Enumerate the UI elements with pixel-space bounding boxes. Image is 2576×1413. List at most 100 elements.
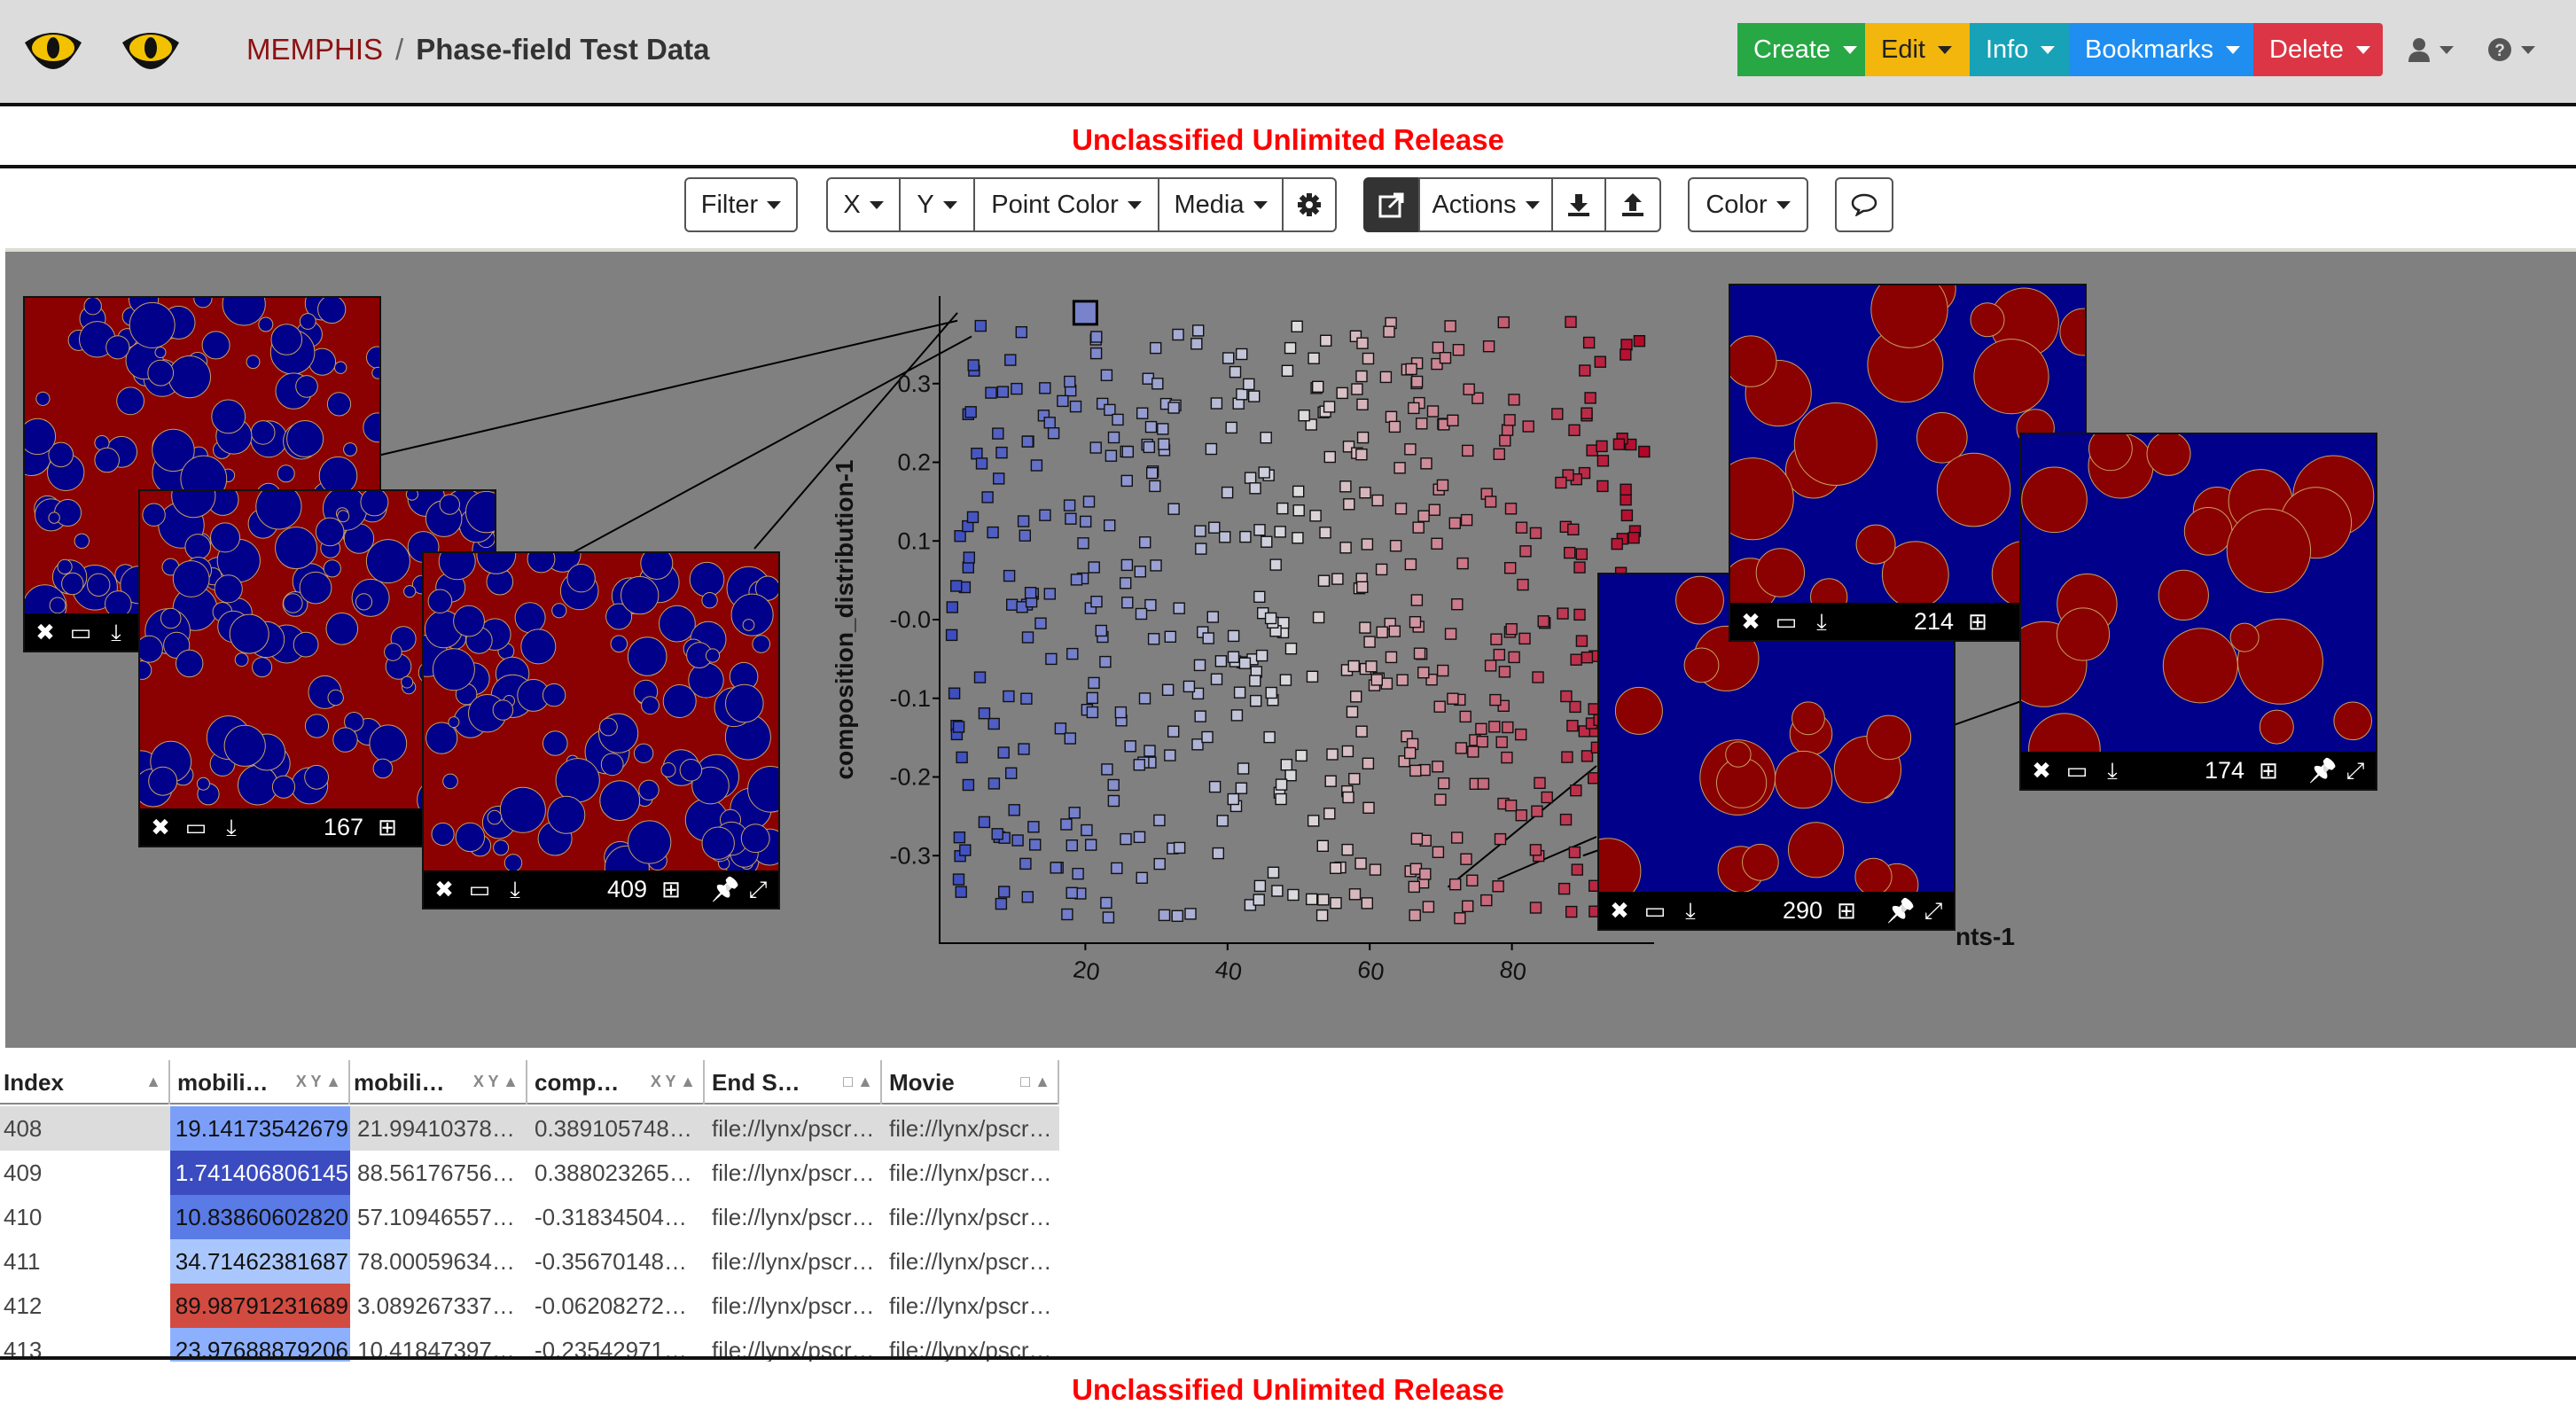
scatter-point[interactable] xyxy=(1565,316,1577,328)
scatter-point[interactable] xyxy=(1120,558,1134,572)
scatter-point[interactable] xyxy=(1319,334,1332,347)
scatter-point[interactable] xyxy=(1112,413,1124,426)
scatter-point[interactable] xyxy=(1100,896,1112,909)
scatter-point[interactable] xyxy=(1463,383,1475,395)
scatter-point[interactable] xyxy=(1370,674,1384,686)
scatter-point[interactable] xyxy=(1501,751,1513,764)
scatter-point[interactable] xyxy=(1003,569,1016,582)
scatter-point[interactable] xyxy=(1210,673,1223,685)
scatter-point[interactable] xyxy=(987,526,999,539)
scatter-point[interactable] xyxy=(1068,807,1081,819)
scatter-point[interactable] xyxy=(1136,871,1148,884)
user-menu-button[interactable] xyxy=(2408,30,2454,69)
scatter-point[interactable] xyxy=(1620,509,1634,522)
scatter-point[interactable] xyxy=(1017,515,1030,527)
scatter-point[interactable] xyxy=(1090,331,1103,343)
media-button[interactable]: Media xyxy=(1158,177,1284,232)
download-icon[interactable]: ⤓ xyxy=(1685,897,1696,924)
scatter-point[interactable] xyxy=(1280,759,1293,771)
scatter-point[interactable] xyxy=(1484,660,1497,672)
y-axis-button[interactable]: Y xyxy=(899,177,975,232)
scatter-point[interactable] xyxy=(1205,442,1218,456)
scatter-point[interactable] xyxy=(1417,510,1430,522)
edit-menu-button[interactable]: Edit xyxy=(1865,23,1970,76)
scatter-point[interactable] xyxy=(1063,499,1076,511)
scatter-point[interactable] xyxy=(1410,832,1424,845)
scatter-point[interactable] xyxy=(1459,710,1471,723)
scatter-point[interactable] xyxy=(1529,527,1542,540)
scatter-point[interactable] xyxy=(1432,341,1445,354)
column-header-mobility-2[interactable]: mobili… X Y ▲ xyxy=(350,1060,527,1105)
scatter-point[interactable] xyxy=(1111,862,1123,875)
scatter-point[interactable] xyxy=(1105,449,1118,462)
pin-icon[interactable]: 📌 xyxy=(2308,757,2338,784)
scatter-point[interactable] xyxy=(1409,909,1421,922)
scatter-point[interactable] xyxy=(1191,738,1204,751)
scatter-point[interactable] xyxy=(1568,846,1581,859)
scatter-point[interactable] xyxy=(997,746,1010,759)
scatter-point[interactable] xyxy=(1336,386,1348,400)
scatter-point[interactable] xyxy=(1133,831,1146,843)
scatter-point[interactable] xyxy=(1620,348,1632,361)
scatter-point[interactable] xyxy=(1021,435,1034,448)
delete-menu-button[interactable]: Delete xyxy=(2253,23,2383,76)
scatter-point[interactable] xyxy=(1493,448,1506,461)
scatter-point[interactable] xyxy=(1573,608,1586,621)
scatter-point[interactable] xyxy=(1329,862,1342,874)
scatter-point[interactable] xyxy=(1011,382,1023,395)
scatter-point[interactable] xyxy=(1343,498,1355,511)
scatter-point[interactable] xyxy=(1620,483,1632,496)
scatter-point[interactable] xyxy=(1581,652,1594,664)
scatter-point[interactable] xyxy=(1514,728,1527,741)
scatter-point[interactable] xyxy=(1567,523,1580,535)
scatter-point[interactable] xyxy=(964,406,977,418)
scatter-point[interactable] xyxy=(1404,443,1417,456)
scatter-point[interactable] xyxy=(1561,751,1573,763)
scatter-point[interactable] xyxy=(1149,480,1161,493)
scatter-point[interactable] xyxy=(1212,847,1225,860)
scatter-point[interactable] xyxy=(995,446,1008,459)
scatter-point[interactable] xyxy=(1157,423,1169,435)
scatter-point[interactable] xyxy=(1305,418,1317,431)
scatter-point[interactable] xyxy=(1253,879,1267,893)
scatter-point[interactable] xyxy=(1298,409,1310,422)
upload-button[interactable] xyxy=(1604,177,1661,232)
scatter-point[interactable] xyxy=(991,828,1003,840)
info-menu-button[interactable]: Info xyxy=(1970,23,2069,76)
scatter-point[interactable] xyxy=(1172,328,1184,341)
scatter-point[interactable] xyxy=(1150,559,1162,572)
scatter-point[interactable] xyxy=(1236,388,1248,401)
scatter-point[interactable] xyxy=(1504,503,1518,515)
close-icon[interactable]: ✖ xyxy=(1610,897,1629,924)
scatter-point[interactable] xyxy=(1043,588,1057,600)
scatter-point[interactable] xyxy=(1047,426,1060,440)
scatter-point[interactable] xyxy=(1356,581,1369,593)
scatter-point[interactable] xyxy=(1575,548,1589,560)
scatter-point[interactable] xyxy=(1541,791,1553,804)
scatter-point[interactable] xyxy=(1436,479,1449,492)
scatter-point[interactable] xyxy=(1385,410,1398,424)
scatter-point[interactable] xyxy=(956,751,968,764)
scatter-point[interactable] xyxy=(1057,394,1069,408)
scatter-point[interactable] xyxy=(1253,524,1266,536)
scatter-point[interactable] xyxy=(1317,574,1331,587)
scatter-point[interactable] xyxy=(1339,480,1352,493)
scatter-point[interactable] xyxy=(1447,692,1459,705)
point-color-button[interactable]: Point Color xyxy=(973,177,1159,232)
scatter-point[interactable] xyxy=(953,831,966,844)
scatter-point[interactable] xyxy=(1284,341,1297,355)
scatter-point[interactable] xyxy=(1089,441,1102,454)
scatter-point[interactable] xyxy=(1365,660,1378,673)
scatter-point[interactable] xyxy=(1499,434,1511,447)
scatter-point[interactable] xyxy=(962,561,975,574)
scatter-point[interactable] xyxy=(1015,325,1028,339)
scatter-point[interactable] xyxy=(1638,445,1651,458)
scatter-point[interactable] xyxy=(948,687,961,699)
scatter-point[interactable] xyxy=(1253,894,1265,906)
scatter-point[interactable] xyxy=(1208,521,1221,534)
media-select-icon[interactable]: □ ▲ xyxy=(843,1073,873,1090)
settings-button[interactable] xyxy=(1282,177,1337,232)
scatter-point[interactable] xyxy=(1529,844,1542,856)
scatter-point[interactable] xyxy=(1466,874,1479,886)
scatter-point[interactable] xyxy=(1173,841,1186,855)
